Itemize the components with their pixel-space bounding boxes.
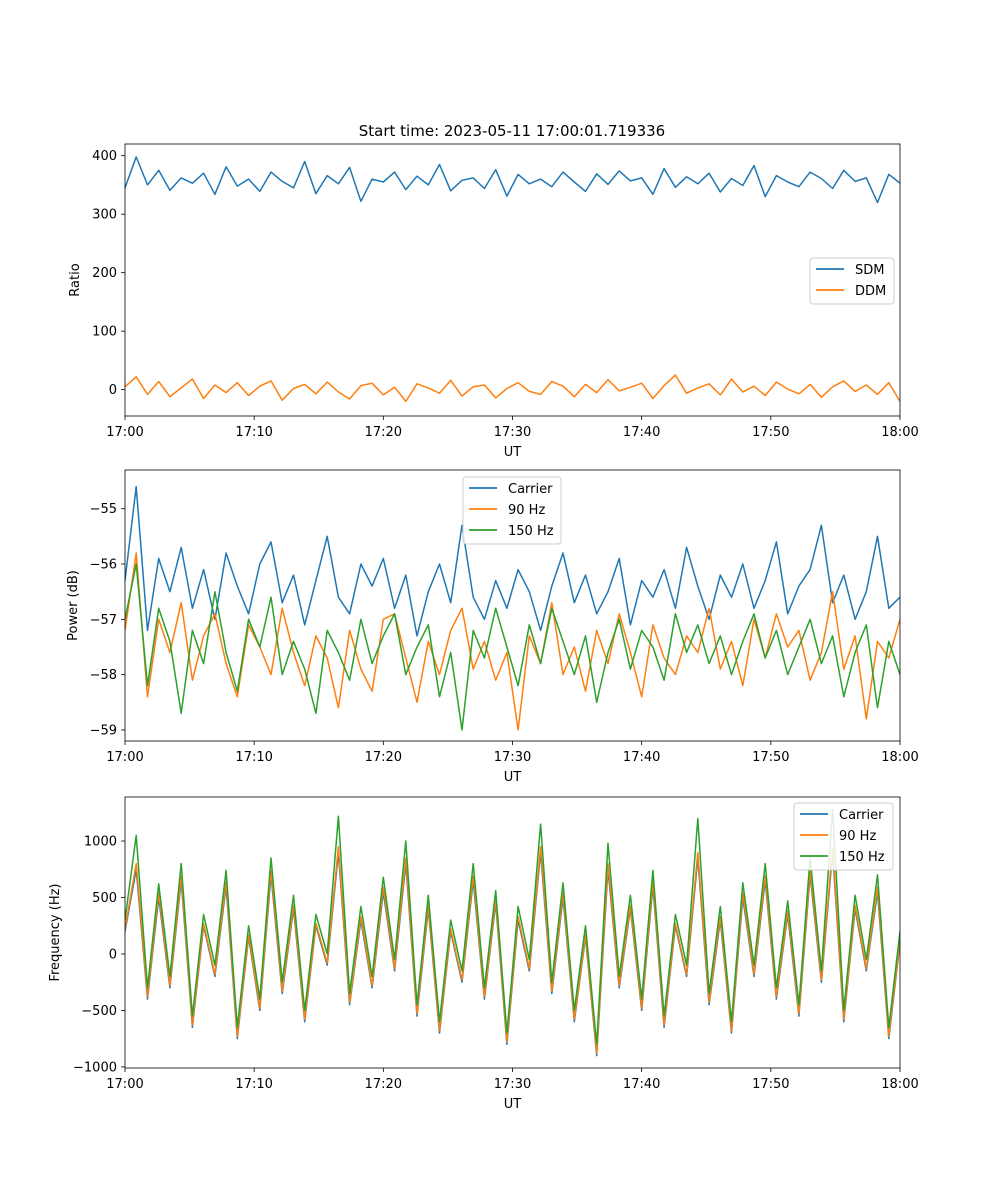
- x-tick-label: 17:40: [623, 1077, 660, 1092]
- y-tick-label: −500: [81, 1004, 117, 1019]
- chart-panel-1: 17:00 17:10 17:20 17:30 17:40 17:50 18:00 0 100 2…: [68, 143, 919, 460]
- legend-label: Carrier: [508, 482, 553, 497]
- y-tick-label: 400: [92, 149, 117, 164]
- legend: Carrier 90 Hz 150 Hz: [462, 476, 562, 545]
- legend-label: 90 Hz: [508, 503, 545, 518]
- x-axis-label: UT: [504, 1097, 522, 1112]
- x-tick-label: 17:40: [623, 425, 660, 440]
- x-tick-label: 17:50: [752, 1077, 789, 1092]
- legend-label: SDM: [855, 263, 884, 278]
- legend: Carrier 90 Hz 150 Hz: [793, 802, 894, 871]
- x-tick-label: 17:00: [106, 750, 143, 765]
- plot-area: [125, 485, 900, 731]
- y-tick-label: −55: [90, 502, 117, 517]
- chart-panel-3: 17:00 17:10 17:20 17:30 17:40 17:50 18:00 1000 5…: [48, 796, 919, 1112]
- series-line-150-hz: [125, 808, 900, 1046]
- y-tick-label: −58: [90, 668, 117, 683]
- x-tick-label: 17:30: [494, 1077, 531, 1092]
- y-tick-label: 1000: [84, 835, 117, 850]
- series-line-150-hz: [125, 563, 900, 731]
- series-line-carrier: [125, 851, 900, 1057]
- x-tick-label: 17:50: [752, 750, 789, 765]
- x-tick-label: 18:00: [881, 1077, 918, 1092]
- x-tick-label: 17:30: [494, 750, 531, 765]
- legend-label: 90 Hz: [839, 829, 876, 844]
- y-tick-label: −59: [90, 723, 117, 738]
- legend: SDM DDM: [809, 257, 895, 305]
- x-tick-label: 17:40: [623, 750, 660, 765]
- series-line-90-hz: [125, 845, 900, 1055]
- x-tick-label: 17:00: [106, 425, 143, 440]
- y-tick-label: 100: [92, 325, 117, 340]
- y-tick-label: 500: [92, 891, 117, 906]
- series-line-sdm: [125, 156, 900, 204]
- x-tick-label: 17:30: [494, 425, 531, 440]
- x-tick-label: 17:20: [365, 425, 402, 440]
- x-axis-label: UT: [504, 445, 522, 460]
- x-tick-label: 17:20: [365, 750, 402, 765]
- y-tick-label: 0: [109, 383, 117, 398]
- x-tick-label: 17:00: [106, 1077, 143, 1092]
- x-tick-label: 17:50: [752, 425, 789, 440]
- legend-label: Carrier: [839, 808, 884, 823]
- y-tick-label: −1000: [73, 1060, 117, 1075]
- y-tick-label: 200: [92, 266, 117, 281]
- chart-panel-2: 17:00 17:10 17:20 17:30 17:40 17:50 18:00 −55 −5…: [66, 469, 919, 785]
- x-tick-label: 18:00: [881, 425, 918, 440]
- series-line-carrier: [125, 485, 900, 637]
- legend-box: [793, 802, 894, 871]
- legend-label: 150 Hz: [839, 850, 885, 865]
- y-axis-label: Frequency (Hz): [48, 883, 63, 981]
- legend-box: [462, 476, 562, 545]
- y-tick-label: −56: [90, 558, 117, 573]
- x-tick-label: 17:10: [235, 750, 272, 765]
- legend-label: DDM: [855, 284, 886, 299]
- plot-area: [125, 808, 900, 1057]
- y-axis-label: Power (dB): [66, 570, 81, 641]
- series-line-90-hz: [125, 552, 900, 731]
- x-tick-label: 17:20: [365, 1077, 402, 1092]
- x-axis-label: UT: [504, 770, 522, 785]
- plot-area: [125, 156, 900, 403]
- y-tick-label: −57: [90, 613, 117, 628]
- series-line-ddm: [125, 374, 900, 403]
- y-axis-label: Ratio: [68, 263, 83, 296]
- y-tick-label: 300: [92, 208, 117, 223]
- y-tick-label: 0: [109, 947, 117, 962]
- x-tick-label: 17:10: [235, 425, 272, 440]
- x-tick-label: 18:00: [881, 750, 918, 765]
- legend-label: 150 Hz: [508, 524, 554, 539]
- x-tick-label: 17:10: [235, 1077, 272, 1092]
- figure-title: Start time: 2023-05-11 17:00:01.719336: [359, 122, 665, 140]
